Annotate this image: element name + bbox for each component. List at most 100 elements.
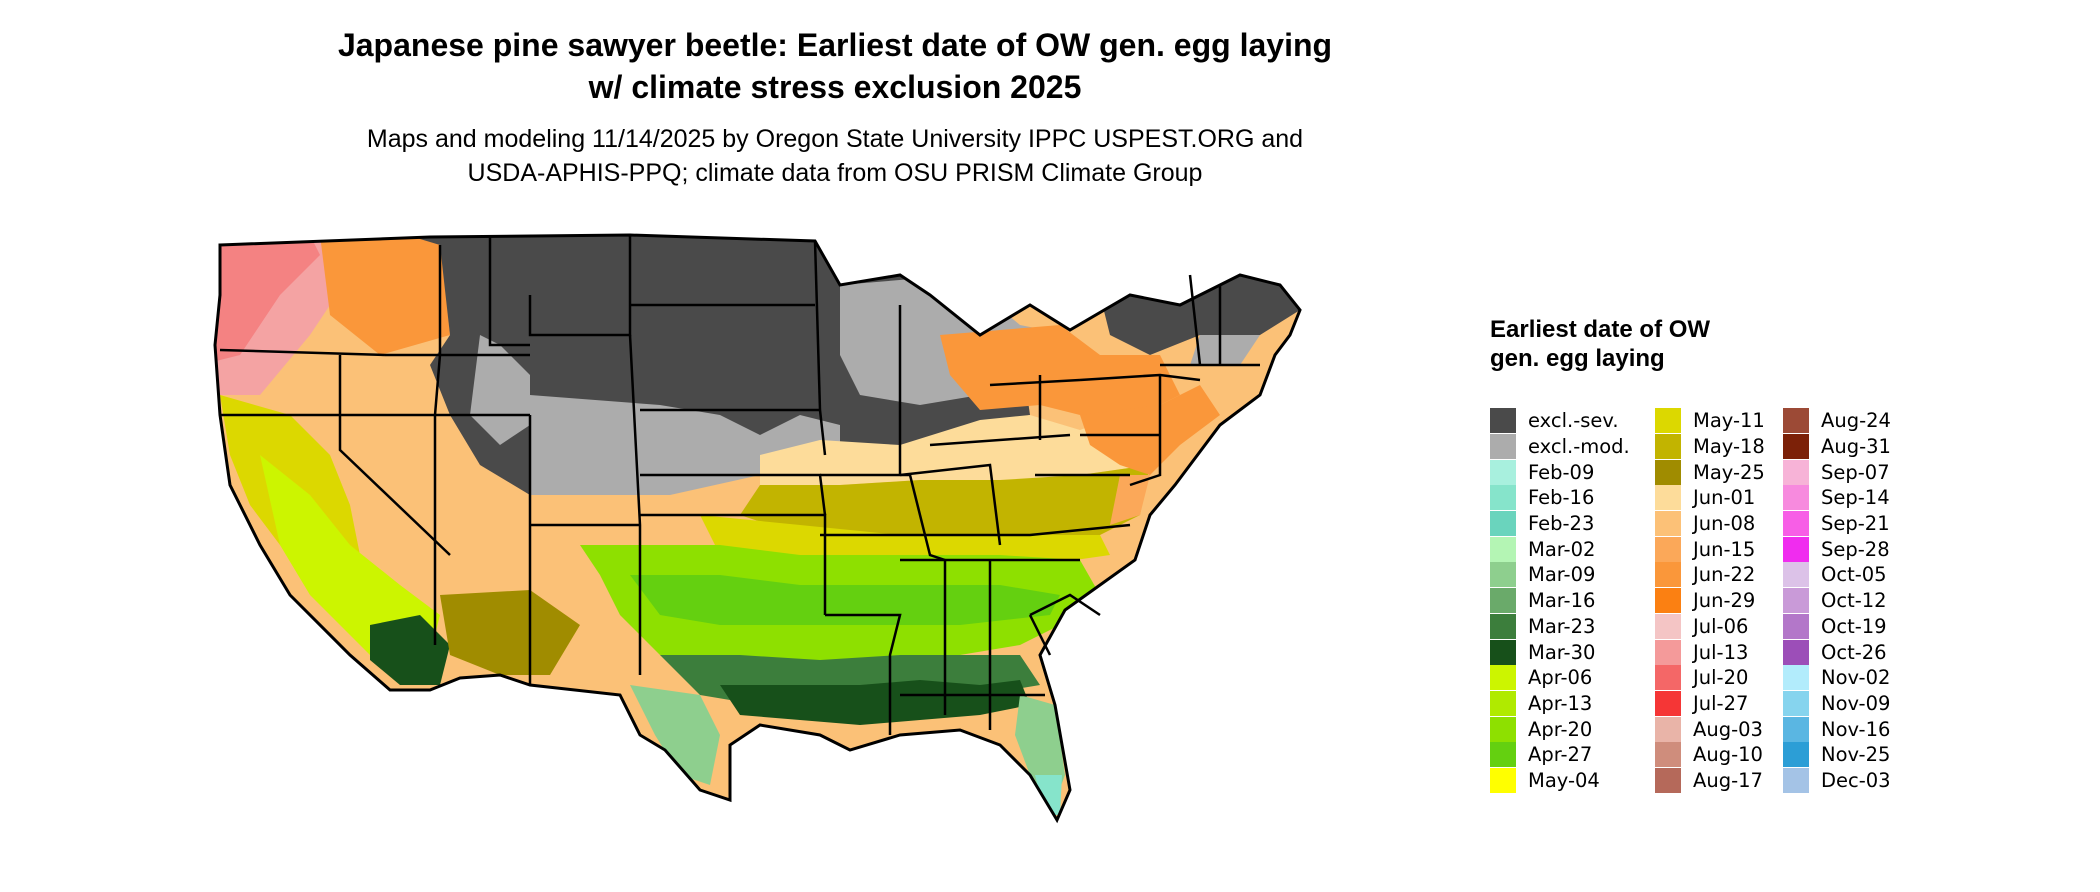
legend-swatch <box>1783 716 1809 742</box>
legend-label: Oct-05 <box>1821 563 1887 587</box>
legend-swatch <box>1655 639 1681 665</box>
legend-item: Mar-23 <box>1490 613 1630 640</box>
legend-label: Jul-06 <box>1693 614 1749 638</box>
legend-label: May-18 <box>1693 435 1765 459</box>
legend-item: Apr-06 <box>1490 665 1630 691</box>
legend-swatch <box>1490 536 1516 562</box>
legend-item: Oct-19 <box>1783 613 1891 640</box>
legend-label: Nov-02 <box>1821 666 1891 690</box>
legend-column-3: Aug-24 Aug-31 Sep-07 Sep-14 Sep-21 Sep-28 Oct-… <box>1783 408 1891 793</box>
legend-label: Apr-27 <box>1528 743 1593 767</box>
legend-item: Nov-02 <box>1783 665 1891 691</box>
legend-swatch <box>1783 434 1809 460</box>
legend-item: Jul-27 <box>1655 690 1765 717</box>
legend-swatch <box>1783 767 1809 793</box>
legend-item: excl.-mod. <box>1490 434 1630 460</box>
legend-item: Jun-15 <box>1655 536 1765 562</box>
legend-item: Jul-20 <box>1655 665 1765 691</box>
legend-swatch <box>1783 639 1809 665</box>
legend-item: Oct-26 <box>1783 639 1891 665</box>
legend-swatch <box>1783 511 1809 537</box>
legend-item: Jun-29 <box>1655 588 1765 614</box>
legend-swatch <box>1490 639 1516 665</box>
legend-item: Nov-25 <box>1783 742 1891 768</box>
legend-item: Apr-27 <box>1490 742 1630 768</box>
legend-label: Apr-13 <box>1528 691 1593 715</box>
legend-label: Sep-14 <box>1821 486 1890 510</box>
legend-label: Jun-01 <box>1693 486 1756 510</box>
legend-label: Mar-09 <box>1528 563 1596 587</box>
legend-label: Jun-22 <box>1693 563 1756 587</box>
legend-item: Aug-03 <box>1655 716 1765 742</box>
legend-label: Mar-30 <box>1528 640 1596 664</box>
legend-item: May-04 <box>1490 767 1630 794</box>
legend-item: Mar-30 <box>1490 639 1630 665</box>
legend-label: Sep-07 <box>1821 460 1890 484</box>
legend-item: Oct-12 <box>1783 588 1891 614</box>
legend-item: Jun-01 <box>1655 485 1765 511</box>
legend-swatch <box>1655 767 1681 793</box>
legend-item: May-18 <box>1655 434 1765 460</box>
map-subtitle-line-1: Maps and modeling 11/14/2025 by Oregon S… <box>366 125 1304 153</box>
legend-label: Aug-17 <box>1693 768 1763 792</box>
legend-label: Mar-16 <box>1528 589 1596 613</box>
legend-label: Sep-21 <box>1821 512 1890 536</box>
legend-item: Nov-09 <box>1783 690 1891 717</box>
us-egg-laying-map <box>213 233 1302 824</box>
legend-item: May-25 <box>1655 459 1765 485</box>
legend-item: Sep-28 <box>1783 536 1891 562</box>
legend-item: Aug-17 <box>1655 767 1765 794</box>
legend-swatch <box>1655 742 1681 768</box>
legend-swatch <box>1783 613 1809 639</box>
legend-item: Jun-22 <box>1655 562 1765 588</box>
legend-item: excl.-sev. <box>1490 408 1630 434</box>
legend-label: Aug-31 <box>1821 435 1891 459</box>
legend-swatch <box>1655 408 1681 434</box>
legend-swatch <box>1655 562 1681 588</box>
legend-item: Jul-06 <box>1655 613 1765 640</box>
legend-label: Feb-23 <box>1528 512 1595 536</box>
legend-label: Dec-03 <box>1821 768 1891 792</box>
legend-item: Sep-07 <box>1783 459 1891 485</box>
legend-swatch <box>1490 613 1516 639</box>
legend-swatch <box>1655 690 1681 716</box>
legend-label: Jun-29 <box>1693 589 1756 613</box>
legend-swatch <box>1490 716 1516 742</box>
legend-swatch <box>1783 562 1809 588</box>
legend-item: May-11 <box>1655 408 1765 434</box>
legend-label: Oct-12 <box>1821 589 1887 613</box>
legend-label: Jun-08 <box>1693 512 1756 536</box>
legend-item: Dec-03 <box>1783 767 1891 794</box>
legend-swatch <box>1490 562 1516 588</box>
legend-label: excl.-sev. <box>1528 409 1619 433</box>
us-outline <box>213 233 1302 824</box>
legend-swatch <box>1655 536 1681 562</box>
legend-item: Mar-02 <box>1490 536 1630 562</box>
legend-label: Jul-13 <box>1693 640 1749 664</box>
legend-item: Nov-16 <box>1783 716 1891 742</box>
legend-item: Feb-09 <box>1490 459 1630 485</box>
legend-swatch <box>1490 434 1516 460</box>
legend-item: Oct-05 <box>1783 562 1891 588</box>
legend-swatch <box>1490 742 1516 768</box>
legend-swatch <box>1490 485 1516 511</box>
legend-swatch <box>1655 613 1681 639</box>
legend-item: Aug-31 <box>1783 434 1891 460</box>
legend-label: Mar-23 <box>1528 614 1596 638</box>
legend-swatch <box>1655 588 1681 614</box>
legend-item: Aug-10 <box>1655 742 1765 768</box>
legend-label: Aug-10 <box>1693 743 1763 767</box>
legend-label: Jul-20 <box>1693 666 1749 690</box>
legend-label: Feb-09 <box>1528 460 1595 484</box>
legend-item: Aug-24 <box>1783 408 1891 434</box>
legend-label: Feb-16 <box>1528 486 1595 510</box>
legend-label: Aug-03 <box>1693 717 1763 741</box>
legend-item: Feb-16 <box>1490 485 1630 511</box>
map-raster <box>215 235 1300 820</box>
legend-swatch <box>1655 434 1681 460</box>
legend-item: Feb-23 <box>1490 511 1630 537</box>
legend-swatch <box>1783 588 1809 614</box>
legend-label: Jul-27 <box>1693 691 1749 715</box>
legend-item: Apr-20 <box>1490 716 1630 742</box>
legend-label: Mar-02 <box>1528 537 1596 561</box>
